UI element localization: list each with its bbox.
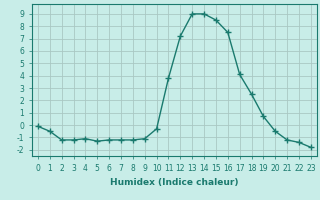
X-axis label: Humidex (Indice chaleur): Humidex (Indice chaleur) <box>110 178 239 187</box>
